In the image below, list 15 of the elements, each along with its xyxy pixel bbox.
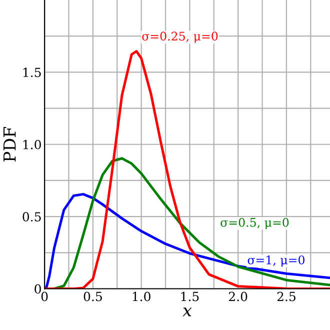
series-label: σ=0.25, μ=0 — [142, 32, 218, 43]
x-tick-label: 0 — [41, 292, 48, 302]
x-tick-label: 2.5 — [277, 292, 296, 302]
y-tick-label: 0 — [34, 284, 41, 294]
x-tick-label: 2.0 — [228, 292, 248, 302]
x-tick-label: 1.0 — [132, 292, 150, 302]
y-tick-label: 1.0 — [23, 140, 41, 150]
x-axis-title: x — [182, 308, 192, 316]
series-label: σ=1, μ=0 — [248, 255, 304, 267]
y-axis-title: PDF — [4, 127, 16, 162]
x-tick-label: 0.5 — [84, 292, 102, 302]
y-tick-label: 1.5 — [23, 68, 41, 78]
series-label: σ=0.5, μ=0 — [220, 218, 289, 230]
x-tick-label: 1.5 — [181, 292, 199, 302]
y-tick-label: 0.5 — [22, 212, 41, 222]
